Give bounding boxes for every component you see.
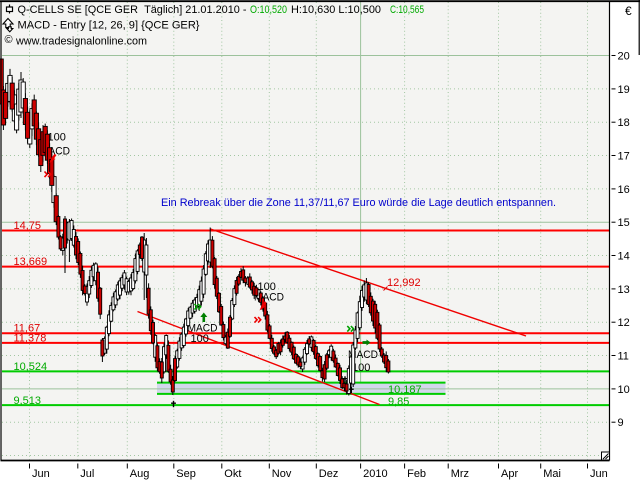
svg-text:Ein Rebreak über die Zone 11,3: Ein Rebreak über die Zone 11,37/11,67 Eu…	[161, 197, 556, 209]
svg-text:100: 100	[352, 362, 370, 374]
svg-text:Mrz: Mrz	[451, 468, 469, 480]
svg-text:Mai: Mai	[543, 468, 561, 480]
svg-text:Jun: Jun	[590, 468, 608, 480]
svg-text:Okt: Okt	[224, 468, 241, 480]
svg-text:16: 16	[618, 184, 630, 196]
svg-text:100: 100	[191, 333, 209, 345]
svg-text:10: 10	[618, 384, 630, 396]
svg-text:14: 14	[618, 251, 630, 263]
svg-text:11,67: 11,67	[14, 323, 41, 335]
svg-text:O:10,520: O:10,520	[250, 4, 287, 16]
svg-text:9,85: 9,85	[388, 396, 409, 408]
svg-text:www.tradesignalonline.com: www.tradesignalonline.com	[15, 35, 147, 47]
svg-text:€: €	[625, 4, 632, 18]
svg-text:Sep: Sep	[176, 468, 196, 480]
svg-text:MACD: MACD	[188, 323, 218, 335]
svg-text:11: 11	[618, 351, 629, 363]
svg-text:Aug: Aug	[130, 468, 150, 480]
svg-text:MACD - Entry [12, 26, 9] {QCE: MACD - Entry [12, 26, 9] {QCE GER}	[18, 20, 200, 32]
svg-text:20: 20	[618, 51, 630, 63]
svg-text:C:10,565: C:10,565	[390, 4, 424, 16]
svg-text:Apr: Apr	[501, 468, 518, 480]
svg-text:15: 15	[618, 217, 630, 229]
svg-text:Jun: Jun	[32, 468, 50, 480]
svg-text:©: ©	[5, 34, 13, 46]
svg-text:12,992: 12,992	[387, 277, 421, 289]
svg-text:100: 100	[48, 132, 66, 144]
svg-text:Q-CELLS SE [QCE GER Täglich]: Q-CELLS SE [QCE GER Täglich] 21.01.2010 …	[18, 4, 247, 16]
svg-text:13: 13	[618, 284, 630, 296]
svg-text:14,75: 14,75	[14, 220, 42, 232]
svg-text:11,378: 11,378	[14, 333, 47, 345]
svg-text:13,669: 13,669	[14, 256, 48, 268]
svg-text:12: 12	[618, 317, 630, 329]
svg-text:Jul: Jul	[80, 468, 94, 480]
svg-text:9,513: 9,513	[14, 395, 42, 407]
svg-text:10,187: 10,187	[388, 384, 422, 396]
svg-text:19: 19	[618, 84, 630, 96]
svg-text:9: 9	[618, 417, 624, 429]
svg-text:100: 100	[258, 281, 276, 293]
svg-text:10,524: 10,524	[14, 361, 48, 373]
svg-text:17: 17	[618, 151, 630, 163]
svg-text:18: 18	[618, 117, 630, 129]
svg-text:Dez: Dez	[319, 468, 339, 480]
svg-text:Nov: Nov	[272, 468, 292, 480]
svg-text:H:10,630 L:10,500: H:10,630 L:10,500	[291, 4, 381, 16]
svg-text:2010: 2010	[363, 468, 387, 480]
svg-text:Feb: Feb	[407, 468, 426, 480]
svg-text:MACD: MACD	[348, 349, 378, 361]
